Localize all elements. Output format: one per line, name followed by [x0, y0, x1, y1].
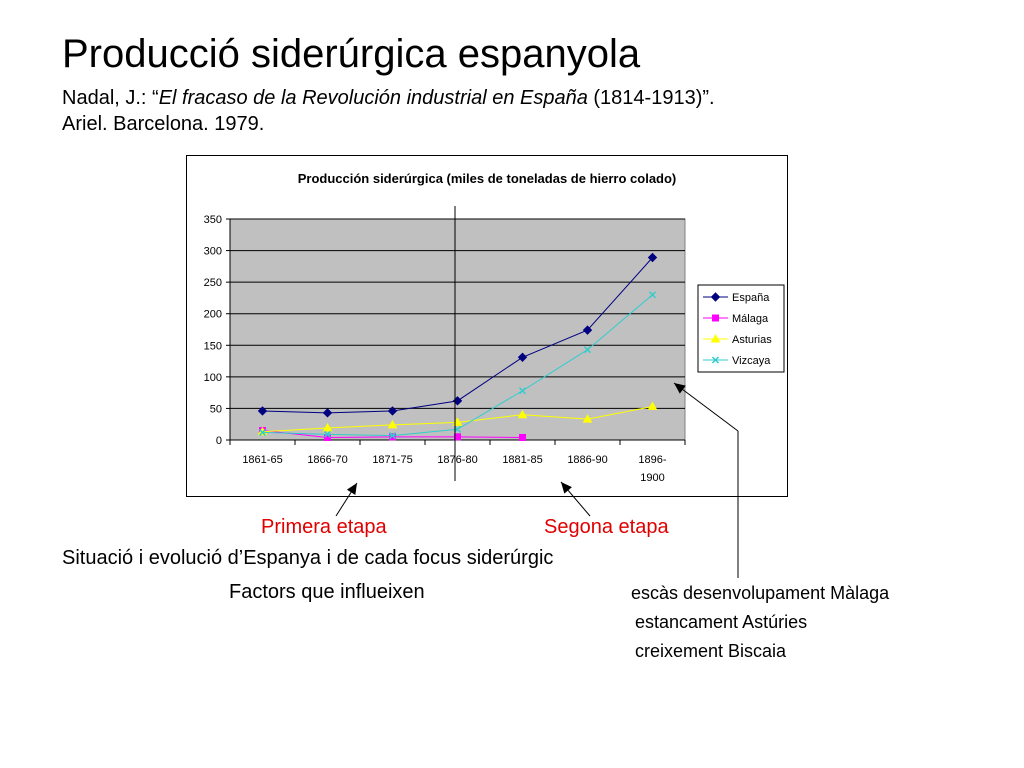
- data-point: [712, 314, 719, 322]
- data-point: [257, 406, 268, 416]
- data-point: [518, 387, 527, 395]
- ref-years: (1814-1913)”.: [587, 87, 715, 109]
- x-tick-label: 1881-85: [502, 454, 542, 466]
- ref-author: Nadal, J.: “: [62, 87, 159, 109]
- x-tick-label: 1861-65: [242, 454, 282, 466]
- chart-title: Producción siderúrgica (miles de tonelad…: [298, 171, 677, 186]
- legend: España Málaga Asturias Vizcaya: [697, 284, 785, 373]
- arrow-shaft: [673, 382, 739, 432]
- data-point: [710, 292, 721, 302]
- y-tick-label: 350: [204, 214, 222, 226]
- series-espana: [257, 252, 658, 418]
- x-tick-label: 1871-75: [372, 454, 412, 466]
- note-vizcaya: creixement Biscaia: [635, 641, 787, 661]
- data-point: [323, 430, 332, 438]
- legend-label: Málaga: [732, 313, 769, 325]
- page-title: Producció siderúrgica espanyola: [62, 32, 641, 76]
- y-tick-label: 50: [210, 403, 222, 415]
- data-point: [322, 408, 333, 418]
- data-point: [582, 325, 593, 335]
- data-point: [711, 356, 720, 364]
- y-tick-label: 100: [204, 372, 222, 384]
- arrow-head: [674, 383, 686, 394]
- legend-label: España: [732, 292, 770, 304]
- data-point: [710, 333, 721, 343]
- data-point: [389, 433, 396, 441]
- y-tick-label: 0: [216, 435, 222, 447]
- x-tick-label: 1900: [640, 472, 664, 484]
- stage-2-arrow: [560, 481, 591, 517]
- factors-text: Factors que influeixen: [229, 581, 425, 603]
- reference-line-1: Nadal, J.: “El fracaso de la Revolución …: [62, 86, 715, 110]
- legend-label: Asturias: [732, 334, 772, 346]
- data-point: [258, 428, 267, 436]
- stage-1-arrow: [335, 482, 358, 517]
- data-point: [519, 433, 526, 441]
- situation-text: Situació i evolució d’Espanya i de cada …: [62, 547, 554, 569]
- series-vizcaya: [258, 291, 657, 440]
- data-point: [517, 352, 528, 362]
- data-point: [388, 432, 397, 440]
- y-tick-label: 150: [204, 340, 222, 352]
- notes-arrow-head: [673, 382, 739, 432]
- data-point: [583, 346, 592, 354]
- stage-1-label: Primera etapa: [261, 516, 387, 538]
- note-malaga: escàs desenvolupament Màlaga: [631, 583, 890, 603]
- y-tick-label: 250: [204, 277, 222, 289]
- data-point: [582, 414, 593, 423]
- data-point: [647, 401, 658, 411]
- reference-line-2: Ariel. Barcelona. 1979.: [62, 113, 265, 135]
- data-point: [387, 419, 398, 429]
- arrow-head: [561, 482, 572, 494]
- y-tick-label: 200: [204, 309, 222, 321]
- x-tick-label: 1866-70: [307, 454, 347, 466]
- plot-area: [229, 218, 686, 441]
- note-asturias: estancament Astúries: [635, 612, 808, 632]
- x-tick-label: 1896-: [638, 454, 666, 466]
- y-tick-label: 300: [204, 246, 222, 258]
- data-point: [322, 422, 333, 432]
- data-point: [387, 406, 398, 416]
- x-tick-label: 1876-80: [437, 454, 477, 466]
- legend-label: Vizcaya: [732, 355, 771, 367]
- data-point: [517, 409, 528, 419]
- stage-2-label: Segona etapa: [544, 516, 669, 538]
- data-point: [647, 252, 658, 263]
- ref-book-title: El fracaso de la Revolución industrial e…: [158, 87, 588, 109]
- arrow-head: [346, 483, 357, 495]
- x-tick-label: 1886-90: [567, 454, 607, 466]
- data-point: [648, 291, 657, 299]
